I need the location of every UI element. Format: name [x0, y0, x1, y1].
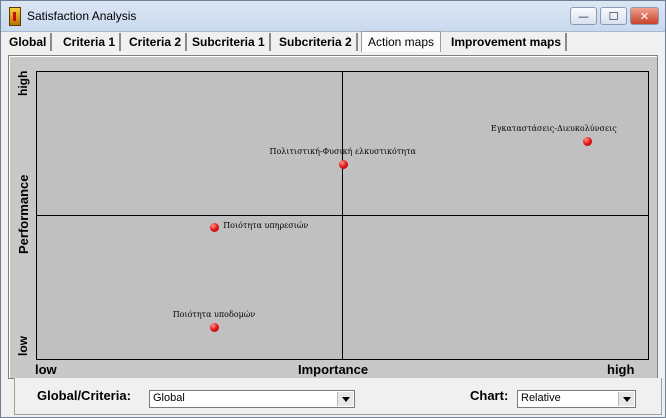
data-point-label: Ποιότητα υποδομών [172, 310, 256, 320]
x-axis-low-label: low [35, 362, 57, 377]
thermometer-icon [9, 7, 21, 26]
window-title: Satisfaction Analysis [27, 9, 137, 23]
global-criteria-value: Global [153, 392, 185, 404]
x-axis-high-label: high [607, 362, 635, 377]
tab-global[interactable]: Global [5, 33, 53, 51]
data-point-label: Εγκαταστάσεις-Διευκολύνσεις [490, 123, 617, 133]
global-criteria-select[interactable]: Global [149, 390, 355, 408]
data-point-marker [210, 323, 220, 333]
minimize-button[interactable]: — [570, 7, 597, 25]
chart-type-select[interactable]: Relative [517, 390, 636, 408]
tab-criteria-2[interactable]: Criteria 2 [125, 33, 188, 51]
tab-criteria-1[interactable]: Criteria 1 [59, 33, 122, 51]
chart-type-value: Relative [521, 392, 561, 404]
maximize-button[interactable]: ☐ [600, 7, 627, 25]
data-point-marker [210, 222, 220, 232]
tab-bar: Global Criteria 1 Criteria 2 Subcriteria… [5, 31, 661, 52]
data-point-label: Πολιτιστική-Φυσική ελκυστικότητα [269, 146, 416, 156]
tab-action-maps[interactable]: Action maps [361, 31, 442, 52]
chart-label: Chart: [470, 388, 509, 403]
data-point-label: Ποιότητα υπηρεσιών [223, 220, 309, 230]
tab-improvement-maps[interactable]: Improvement maps [447, 33, 568, 51]
global-criteria-label: Global/Criteria: [37, 388, 131, 403]
x-axis-label: Importance [298, 362, 369, 377]
data-point-marker [582, 136, 592, 146]
y-axis-high-label: high [16, 70, 30, 96]
chevron-down-icon[interactable] [618, 392, 634, 406]
chevron-down-icon[interactable] [337, 392, 353, 406]
chart-panel: Εγκαταστάσεις-Διευκολύνσεις Πολιτιστική-Φ… [8, 55, 658, 379]
y-axis-low-label: low [16, 336, 30, 356]
horizontal-quadrant-line [37, 215, 648, 216]
tab-subcriteria-2[interactable]: Subcriteria 2 [275, 33, 358, 51]
title-bar[interactable]: Satisfaction Analysis — ☐ ✕ [1, 1, 665, 32]
tab-subcriteria-1[interactable]: Subcriteria 1 [188, 33, 271, 51]
y-axis-label: Performance [16, 174, 31, 254]
action-map-plot: Εγκαταστάσεις-Διευκολύνσεις Πολιτιστική-Φ… [36, 71, 649, 360]
data-point-marker [338, 159, 348, 169]
close-button[interactable]: ✕ [630, 7, 659, 25]
